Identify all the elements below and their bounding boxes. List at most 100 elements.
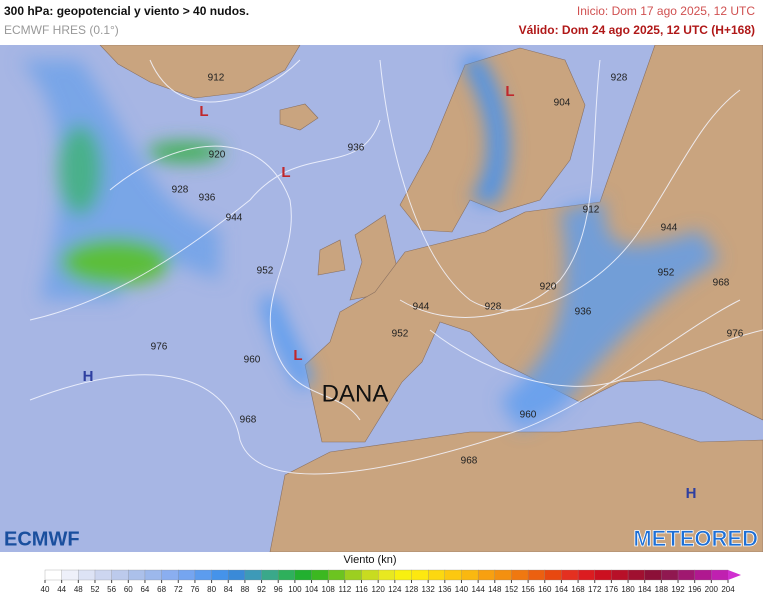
- colorbar-tick-label: 196: [688, 585, 702, 594]
- contour-label: 968: [240, 415, 257, 426]
- pressure-center: H: [686, 485, 697, 502]
- header-bg: [0, 0, 763, 45]
- colorbar-tick-label: 76: [190, 585, 199, 594]
- map-title: 300 hPa: geopotencial y viento > 40 nudo…: [4, 4, 249, 18]
- colorbar-tick-label: 108: [322, 585, 336, 594]
- colorbar-segment: [244, 569, 263, 581]
- colorbar-tick-label: 156: [521, 585, 535, 594]
- colorbar-tick-label: 104: [305, 585, 319, 594]
- colorbar-segment: [144, 569, 163, 581]
- colorbar-segment: [261, 569, 279, 581]
- jet-streams: [20, 55, 720, 430]
- contour-label: 928: [172, 185, 189, 196]
- colorbar-segment: [178, 569, 196, 581]
- colorbar-tick-label: 60: [124, 585, 133, 594]
- iceland: [279, 103, 319, 131]
- colorbar-tick-label: 152: [505, 585, 519, 594]
- contour-label: 912: [208, 73, 225, 84]
- colorbar-segment: [294, 569, 312, 581]
- contour-label: 968: [461, 456, 478, 467]
- colorbar-segment: [711, 569, 729, 581]
- colorbar-tick-label: 100: [288, 585, 302, 594]
- contour-label: 936: [575, 307, 592, 318]
- colorbar-segment: [677, 569, 696, 581]
- colorbar-segment: [611, 569, 629, 581]
- colorbar-tick-label: 48: [74, 585, 83, 594]
- colorbar-tick-label: 96: [274, 585, 283, 594]
- colorbar-tick-label: 180: [621, 585, 635, 594]
- colorbar-tick-label: 160: [538, 585, 552, 594]
- colorbar-tick-label: 124: [388, 585, 402, 594]
- colorbar-tick-label: 84: [224, 585, 233, 594]
- colorbar-segment: [111, 569, 129, 581]
- map-labels: 912 L 920 L 928 936 944 952 976 H 960 L 968 936 952 944…: [83, 73, 744, 502]
- colorbar-segment: [344, 569, 362, 581]
- colorbar-segment: [494, 569, 512, 581]
- europe: [304, 45, 763, 443]
- colorbar-arrow: [728, 570, 741, 580]
- colorbar-segment: [311, 569, 329, 581]
- colorbar-tick-label: 128: [405, 585, 419, 594]
- map: 912 L 920 L 928 936 944 952 976 H 960 L 968 936 952 944…: [0, 45, 763, 552]
- contour-label: 976: [727, 329, 744, 340]
- contour-label: 936: [199, 193, 216, 204]
- colorbar-segment: [477, 569, 496, 581]
- colorbar-tick-label: 92: [257, 585, 266, 594]
- legend-title: Viento (kn): [344, 554, 397, 566]
- init-time: Inicio: Dom 17 ago 2025, 12 UTC: [577, 4, 755, 18]
- colorbar-tick-label: 132: [421, 585, 435, 594]
- contour-label: 952: [658, 268, 675, 279]
- colorbar-segment: [228, 569, 246, 581]
- pressure-center: L: [293, 347, 302, 364]
- colorbar: 40 44 48 52 56 60 64 68 72 76 80 84 88 92 96 100 104 108 1…: [41, 569, 741, 594]
- colorbar-segment: [211, 569, 229, 581]
- meteored-logo: METEORED: [633, 526, 758, 551]
- colorbar-segment: [661, 569, 679, 581]
- pressure-center: L: [281, 164, 290, 181]
- region-label: DANA: [322, 380, 389, 407]
- colorbar-segment: [161, 569, 179, 581]
- colorbar-tick-label: 200: [705, 585, 719, 594]
- colorbar-segment: [461, 569, 479, 581]
- colorbar-tick-label: 176: [605, 585, 619, 594]
- colorbar-tick-label: 120: [371, 585, 385, 594]
- colorbar-segment: [444, 569, 462, 581]
- colorbar-segment: [644, 569, 662, 581]
- contour-label: 952: [392, 329, 409, 340]
- colorbar-segment: [328, 569, 346, 581]
- colorbar-tick-label: 52: [91, 585, 100, 594]
- colorbar-tick-label: 148: [488, 585, 502, 594]
- contour-label: 928: [485, 302, 502, 313]
- contour-label: 920: [209, 150, 226, 161]
- colorbar-tick-label: 56: [107, 585, 116, 594]
- pressure-center: L: [199, 103, 208, 120]
- colorbar-segment: [278, 569, 296, 581]
- colorbar-tick-label: 188: [655, 585, 669, 594]
- colorbar-segment: [527, 569, 546, 581]
- africa: [269, 421, 763, 552]
- colorbar-tick-label: 168: [571, 585, 585, 594]
- contour-label: 944: [226, 213, 243, 224]
- colorbar-segment: [427, 569, 446, 581]
- colorbar-segment: [61, 569, 79, 581]
- colorbar-tick-label: 140: [455, 585, 469, 594]
- contour-label: 928: [611, 73, 628, 84]
- colorbar-tick-label: 116: [355, 585, 368, 594]
- colorbar-tick-label: 136: [438, 585, 452, 594]
- ireland: [317, 239, 346, 276]
- contour-label: 944: [661, 223, 678, 234]
- colorbar-tick-label: 112: [338, 585, 351, 594]
- colorbar-tick-label: 172: [588, 585, 602, 594]
- colorbar-tick-label: 44: [57, 585, 66, 594]
- colorbar-tick-label: 184: [638, 585, 652, 594]
- contour-label: 936: [348, 143, 365, 154]
- colorbar-segment: [694, 569, 712, 581]
- pressure-center: H: [83, 368, 94, 385]
- colorbar-tick-label: 192: [671, 585, 685, 594]
- contour-label: 968: [713, 278, 730, 289]
- valid-time: Válido: Dom 24 ago 2025, 12 UTC (H+168): [519, 23, 755, 37]
- colorbar-segment: [627, 569, 646, 581]
- contour-label: 904: [554, 98, 571, 109]
- colorbar-tick-label: 64: [140, 585, 149, 594]
